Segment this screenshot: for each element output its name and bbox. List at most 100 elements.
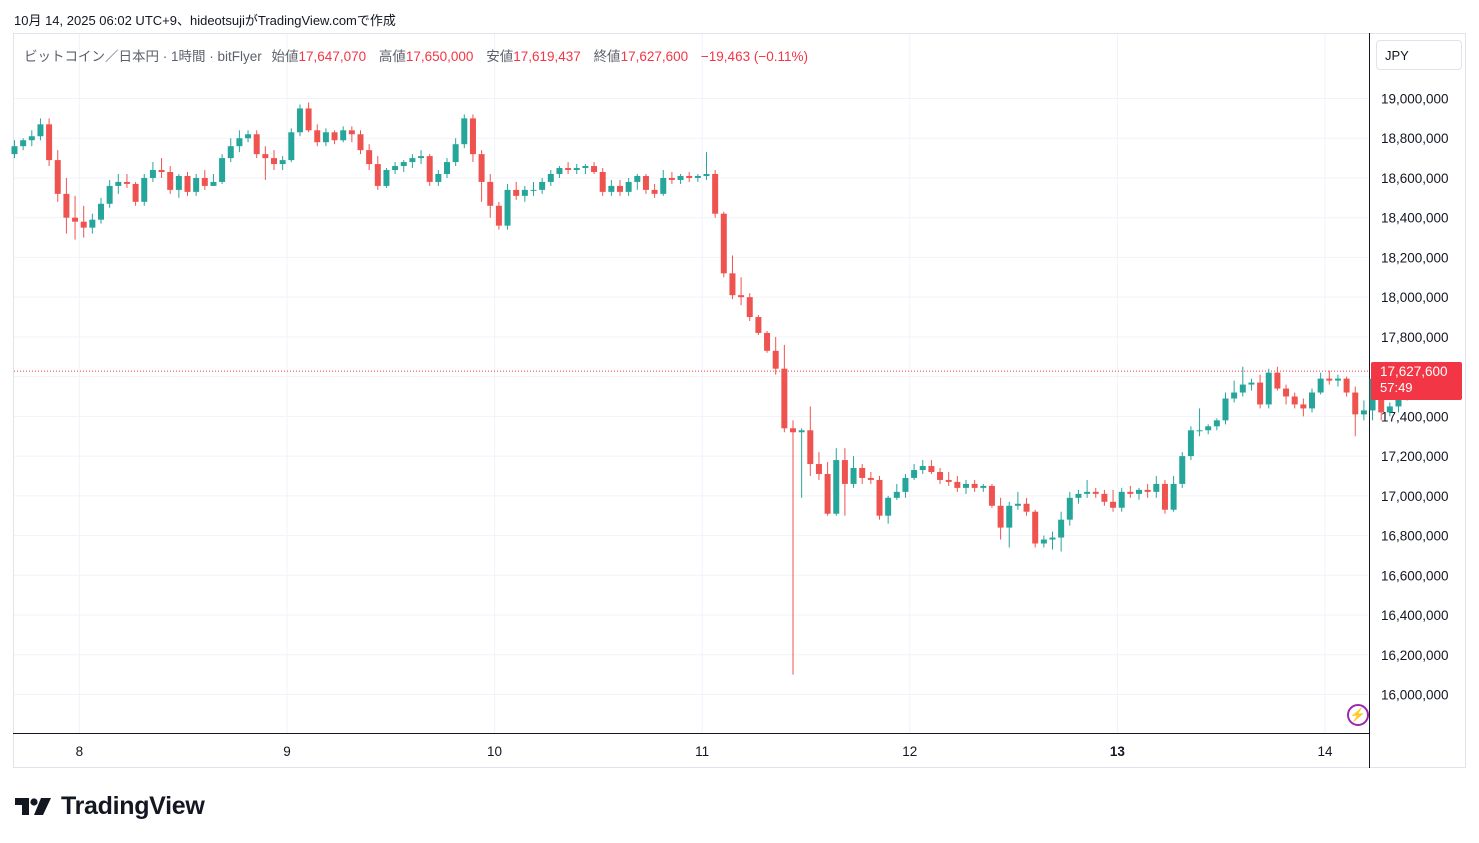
- candle-body: [279, 160, 286, 165]
- candle-body: [893, 491, 900, 498]
- candle-body: [746, 297, 753, 318]
- candle-body: [755, 317, 762, 333]
- candle-body: [1058, 519, 1065, 538]
- candle-body: [1248, 382, 1255, 385]
- candle-body: [253, 134, 260, 155]
- candle-body: [1326, 378, 1333, 381]
- legend-change: −19,463 (−0.11%): [700, 49, 808, 64]
- candle-body: [539, 181, 546, 190]
- candle-body: [521, 189, 528, 196]
- candle-body: [495, 205, 502, 226]
- candle-body: [271, 158, 277, 165]
- candle-body: [850, 468, 857, 484]
- y-tick-label: 16,800,000: [1381, 529, 1449, 544]
- x-tick-label: 13: [1110, 744, 1126, 759]
- y-tick-label: 18,400,000: [1381, 211, 1449, 226]
- x-tick-label: 11: [695, 744, 709, 759]
- candle-body: [1049, 537, 1056, 540]
- tradingview-logo-icon: [15, 797, 51, 815]
- candle-body: [530, 189, 537, 191]
- candle-body: [383, 170, 390, 186]
- y-tick-label: 18,200,000: [1381, 250, 1449, 265]
- candle-body: [1101, 493, 1108, 502]
- candle-body: [288, 132, 295, 161]
- candle-body: [712, 173, 719, 214]
- candle-body: [720, 213, 727, 274]
- candle-body: [1283, 388, 1290, 397]
- y-tick-label: 16,600,000: [1381, 568, 1449, 583]
- candle-body: [1127, 491, 1134, 494]
- candle-body: [617, 185, 623, 192]
- candle-body: [80, 221, 87, 228]
- candle-body: [694, 175, 701, 178]
- candle-body: [20, 140, 27, 147]
- candle-body: [357, 134, 364, 151]
- candle-body: [876, 479, 883, 516]
- candle-body: [54, 160, 61, 194]
- candle-body: [469, 118, 476, 155]
- candle-body: [963, 483, 969, 488]
- candle-body: [599, 172, 606, 192]
- candle-body: [1040, 539, 1047, 544]
- y-tick-label: 19,000,000: [1381, 92, 1449, 107]
- candle-body: [1265, 372, 1272, 405]
- lightning-icon[interactable]: ⚡: [1347, 704, 1369, 726]
- bar-countdown: 57:49: [1380, 380, 1413, 395]
- candle-body: [833, 460, 840, 514]
- candle-body: [1110, 501, 1117, 508]
- candle-body: [141, 177, 148, 202]
- candle-body: [461, 118, 468, 145]
- legend-symbol[interactable]: ビットコイン／日本円 · 1時間 · bitFlyer: [24, 49, 262, 64]
- candle-body: [980, 485, 987, 488]
- candle-body: [582, 166, 589, 169]
- tradingview-logo[interactable]: TradingView: [15, 792, 205, 821]
- candle-body: [478, 154, 485, 182]
- candle-body: [1352, 392, 1359, 415]
- candle-body: [322, 132, 329, 143]
- candle-body: [149, 170, 156, 178]
- candle-body: [1300, 404, 1307, 409]
- candle-body: [435, 173, 442, 182]
- candle-body: [28, 136, 35, 141]
- candle-body: [1066, 497, 1073, 520]
- candle-body: [37, 124, 44, 137]
- x-tick-label: 12: [902, 744, 917, 759]
- candle-body: [651, 189, 658, 194]
- x-tick-label: 14: [1317, 744, 1333, 759]
- candle-body: [945, 479, 952, 482]
- candle-body: [937, 471, 944, 480]
- candle-body: [348, 130, 355, 135]
- candle-body: [340, 130, 347, 141]
- candle-body: [902, 477, 909, 492]
- candle-body: [184, 175, 191, 192]
- candle-body: [167, 172, 174, 190]
- candle-body: [807, 430, 814, 465]
- candle-body: [729, 273, 736, 296]
- currency-button[interactable]: JPY: [1376, 40, 1462, 70]
- candle-body: [1161, 483, 1168, 510]
- candle-body: [1334, 378, 1341, 381]
- candle-body: [954, 481, 961, 488]
- candle-body: [1386, 406, 1393, 413]
- candle-body: [573, 168, 580, 171]
- candle-body: [11, 146, 18, 155]
- candle-body: [677, 175, 684, 180]
- legend-open-label: 始値: [271, 49, 299, 64]
- candle-body: [642, 175, 649, 190]
- candle-body: [841, 460, 848, 484]
- candle-body: [1205, 426, 1212, 431]
- candle-body: [738, 295, 745, 298]
- candle-body: [1179, 456, 1186, 484]
- candle-body: [426, 156, 433, 182]
- candle-body: [193, 177, 200, 192]
- last-price-value: 17,627,600: [1380, 364, 1448, 379]
- x-tick-label: 9: [283, 744, 291, 759]
- candle-body: [98, 203, 104, 220]
- candle-body: [296, 108, 303, 133]
- candle-body: [997, 505, 1004, 528]
- candle-body: [392, 166, 399, 171]
- candle-body: [1343, 378, 1350, 393]
- candle-body: [1118, 491, 1125, 508]
- y-tick-label: 16,200,000: [1381, 648, 1449, 663]
